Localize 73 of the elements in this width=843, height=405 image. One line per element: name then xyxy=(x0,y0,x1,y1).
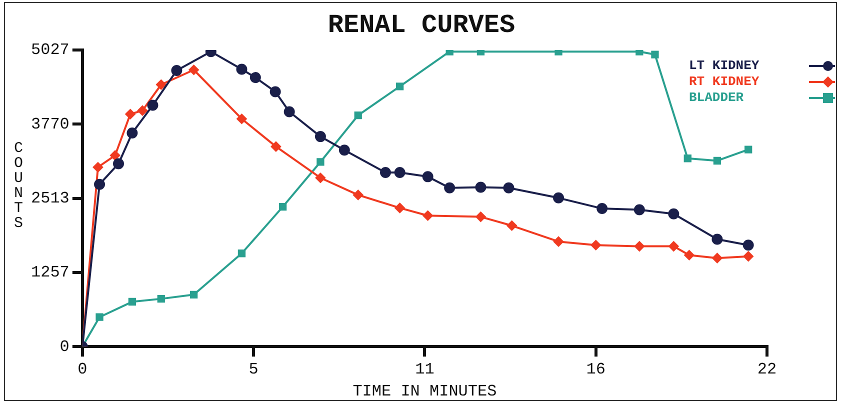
point xyxy=(236,64,248,75)
point xyxy=(270,86,281,98)
point xyxy=(712,234,723,245)
y-axis-title: COUNTS xyxy=(10,140,27,230)
point xyxy=(476,212,486,222)
chart-title: RENAL CURVES xyxy=(326,10,516,40)
point xyxy=(590,240,601,250)
point xyxy=(171,64,182,76)
point xyxy=(236,114,247,124)
point xyxy=(353,190,364,200)
point xyxy=(634,204,645,216)
point xyxy=(190,290,198,299)
point xyxy=(444,182,456,194)
point xyxy=(475,182,486,193)
y-tick-label: 0 xyxy=(60,338,70,356)
point xyxy=(554,236,564,247)
text: LT KIDNEY xyxy=(689,58,760,74)
point xyxy=(92,162,103,172)
x-tick-label: 5 xyxy=(248,360,258,378)
y-tick-label: 1257 xyxy=(31,264,70,282)
x-tick-label: 11 xyxy=(415,360,434,378)
y-tick-label: 2513 xyxy=(31,190,70,208)
point xyxy=(553,192,564,204)
point xyxy=(743,251,754,262)
point xyxy=(380,167,391,178)
x-tick-label: 22 xyxy=(757,360,777,378)
point xyxy=(744,146,752,154)
point xyxy=(668,208,680,220)
point xyxy=(396,82,404,90)
point xyxy=(157,294,165,303)
x-tick-label: 16 xyxy=(586,360,606,378)
point xyxy=(315,172,326,183)
point xyxy=(506,220,517,231)
series-label: BLADDER xyxy=(689,90,745,106)
point xyxy=(354,111,362,120)
x-axis-title: TIME IN MINUTES xyxy=(352,382,497,401)
point xyxy=(394,202,405,213)
point xyxy=(684,154,692,162)
point xyxy=(503,182,514,194)
point xyxy=(270,142,281,152)
point xyxy=(668,241,679,252)
point xyxy=(314,131,326,142)
point xyxy=(742,240,754,251)
point xyxy=(110,150,120,160)
point xyxy=(712,253,722,264)
point xyxy=(94,178,106,190)
point xyxy=(188,64,199,75)
point xyxy=(422,210,433,221)
point xyxy=(156,80,166,90)
point xyxy=(137,106,148,116)
point xyxy=(125,109,136,120)
y-tick-label: 3770 xyxy=(31,115,70,134)
point xyxy=(96,313,104,321)
point xyxy=(250,72,261,84)
point xyxy=(394,167,406,178)
point xyxy=(316,158,324,166)
point xyxy=(338,144,350,156)
x-tick-label: 0 xyxy=(78,360,88,378)
point xyxy=(284,106,295,118)
point xyxy=(278,202,287,211)
point xyxy=(126,128,138,139)
point xyxy=(128,298,136,306)
point xyxy=(113,158,124,170)
y-tick-label: 5027 xyxy=(31,41,70,60)
point xyxy=(634,241,644,252)
point xyxy=(422,171,434,182)
point xyxy=(596,203,608,214)
point xyxy=(651,50,659,58)
point xyxy=(684,250,694,260)
point xyxy=(147,100,158,111)
text: RT KIDNEY xyxy=(689,74,760,90)
point xyxy=(713,156,722,165)
point xyxy=(238,250,246,258)
